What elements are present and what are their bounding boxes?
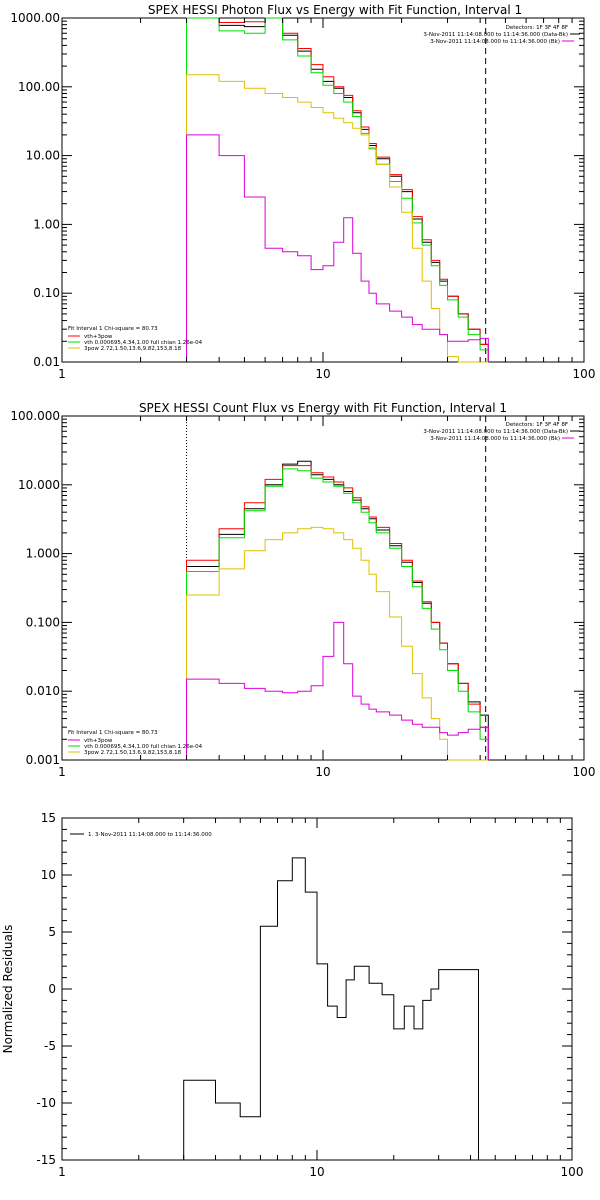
count-flux-fit-3pow: 3pow 2.72,1.50,13.6,9.82,153,8.18: [84, 750, 182, 756]
count-flux-data-interval: 3-Nov-2011 11:14:08.000 to 11:14:36.000 …: [423, 429, 568, 435]
residuals-legend-label: 1. 3-Nov-2011 11:14:08.000 to 11:14:36.0…: [88, 832, 212, 838]
photon-flux-fit-3pow: 3pow 2.72,1.50,13.6,9.82,153,8.18: [84, 346, 182, 352]
residuals-ytick-label: -5: [44, 1039, 56, 1053]
residuals-xtick-label: 10: [309, 1165, 324, 1179]
count-flux-fit-vth: vth 0.000695,4.34,1.00 full chian 1.26e-…: [84, 744, 203, 750]
residuals-xtick-label: 1: [58, 1165, 66, 1179]
photon-flux-series-magenta: [186, 134, 489, 362]
residuals-legend: 1. 3-Nov-2011 11:14:08.000 to 11:14:36.0…: [70, 832, 212, 838]
residuals-ytick-label: -15: [36, 1153, 56, 1167]
photon-flux-data-interval: 3-Nov-2011 11:14:08.000 to 11:14:36.000 …: [423, 32, 568, 38]
count-flux-series-magenta: [186, 621, 489, 760]
count-flux-ytick-label: 0.100: [26, 615, 60, 629]
count-flux-fit-legend: Fit Interval 1 Chi-square = 80.73 vth+3p…: [68, 730, 203, 756]
residuals-plot-frame: [61, 817, 573, 1161]
photon-flux-fit-legend: Fit Interval 1 Chi-square = 80.73 vth+3p…: [68, 326, 203, 352]
photon-flux-ytick-label: 0.01: [33, 355, 60, 369]
count-flux-panel: SPEX HESSI Count Flux vs Energy with Fit…: [10, 401, 595, 779]
photon-flux-ytick-label: 0.10: [33, 286, 60, 300]
count-flux-title: SPEX HESSI Count Flux vs Energy with Fit…: [139, 401, 507, 415]
photon-flux-header: Detectors: 1F 3F 4F 8F 3-Nov-2011 11:14:…: [423, 25, 580, 45]
count-flux-series-black: [186, 460, 489, 760]
residuals-ytick-label: 5: [48, 925, 56, 939]
count-flux-xtick-label: 1: [58, 765, 66, 779]
count-flux-ytick-label: 1.000: [26, 547, 60, 561]
count-flux-xtick-label: 10: [315, 765, 330, 779]
photon-flux-series-red: [186, 17, 489, 362]
photon-flux-series-yellow: [186, 74, 489, 363]
count-flux-series-green: [186, 468, 489, 760]
photon-flux-ytick-label: 1.00: [33, 217, 60, 231]
residuals-series-black: [183, 857, 479, 1160]
photon-flux-ytick-label: 100.00: [18, 80, 60, 94]
count-flux-ytick-label: 0.010: [26, 684, 60, 698]
photon-flux-fit-model: vth+3pow: [84, 334, 113, 340]
photon-flux-title: SPEX HESSI Photon Flux vs Energy with Fi…: [148, 3, 522, 17]
residuals-ytick-label: 10: [41, 868, 56, 882]
count-flux-xtick-label: 100: [573, 765, 596, 779]
count-flux-fit-model: vth+3pow: [84, 738, 113, 744]
residuals-xtick-label: 100: [561, 1165, 584, 1179]
photon-flux-xtick-label: 1: [58, 367, 66, 381]
photon-flux-panel: SPEX HESSI Photon Flux vs Energy with Fi…: [10, 3, 595, 381]
count-flux-header: Detectors: 1F 3F 4F 8F 3-Nov-2011 11:14:…: [423, 422, 580, 442]
residuals-ytick-label: 15: [41, 811, 56, 825]
count-flux-fit-chi: Fit Interval 1 Chi-square = 80.73: [68, 730, 158, 736]
count-flux-ytick-label: 10.000: [18, 478, 60, 492]
photon-flux-bk-interval: 3-Nov-2011 11:14:08.000 to 11:14:36.000 …: [430, 39, 560, 45]
photon-flux-xtick-label: 100: [573, 367, 596, 381]
count-flux-bk-interval: 3-Nov-2011 11:14:08.000 to 11:14:36.000 …: [430, 436, 560, 442]
count-flux-plot-frame: [61, 415, 585, 761]
photon-flux-fit-chi: Fit Interval 1 Chi-square = 80.73: [68, 326, 158, 332]
count-flux-ytick-label: 100.000: [10, 409, 60, 423]
count-flux-series-red: [186, 465, 489, 760]
photon-flux-xtick-label: 10: [315, 367, 330, 381]
photon-flux-ytick-label: 1000.00: [10, 11, 60, 25]
photon-flux-series-black: [186, 17, 489, 362]
residuals-ylabel: Normalized Residuals: [1, 925, 15, 1054]
photon-flux-ytick-label: 10.00: [26, 149, 60, 163]
count-flux-ytick-label: 0.001: [26, 753, 60, 767]
residuals-panel: 1 10 100 -15 -10 -5 0 5 10 15 Normalized Residual…: [1, 811, 583, 1179]
photon-flux-series-green: [186, 17, 489, 362]
residuals-ytick-label: 0: [48, 982, 56, 996]
count-flux-series-yellow: [186, 526, 489, 761]
residuals-ytick-label: -10: [36, 1096, 56, 1110]
photon-flux-fit-vth: vth 0.000695,4.34,1.00 full chian 1.26e-…: [84, 340, 203, 346]
count-flux-detectors: Detectors: 1F 3F 4F 8F: [506, 422, 568, 428]
photon-flux-detectors: Detectors: 1F 3F 4F 8F: [506, 25, 568, 31]
